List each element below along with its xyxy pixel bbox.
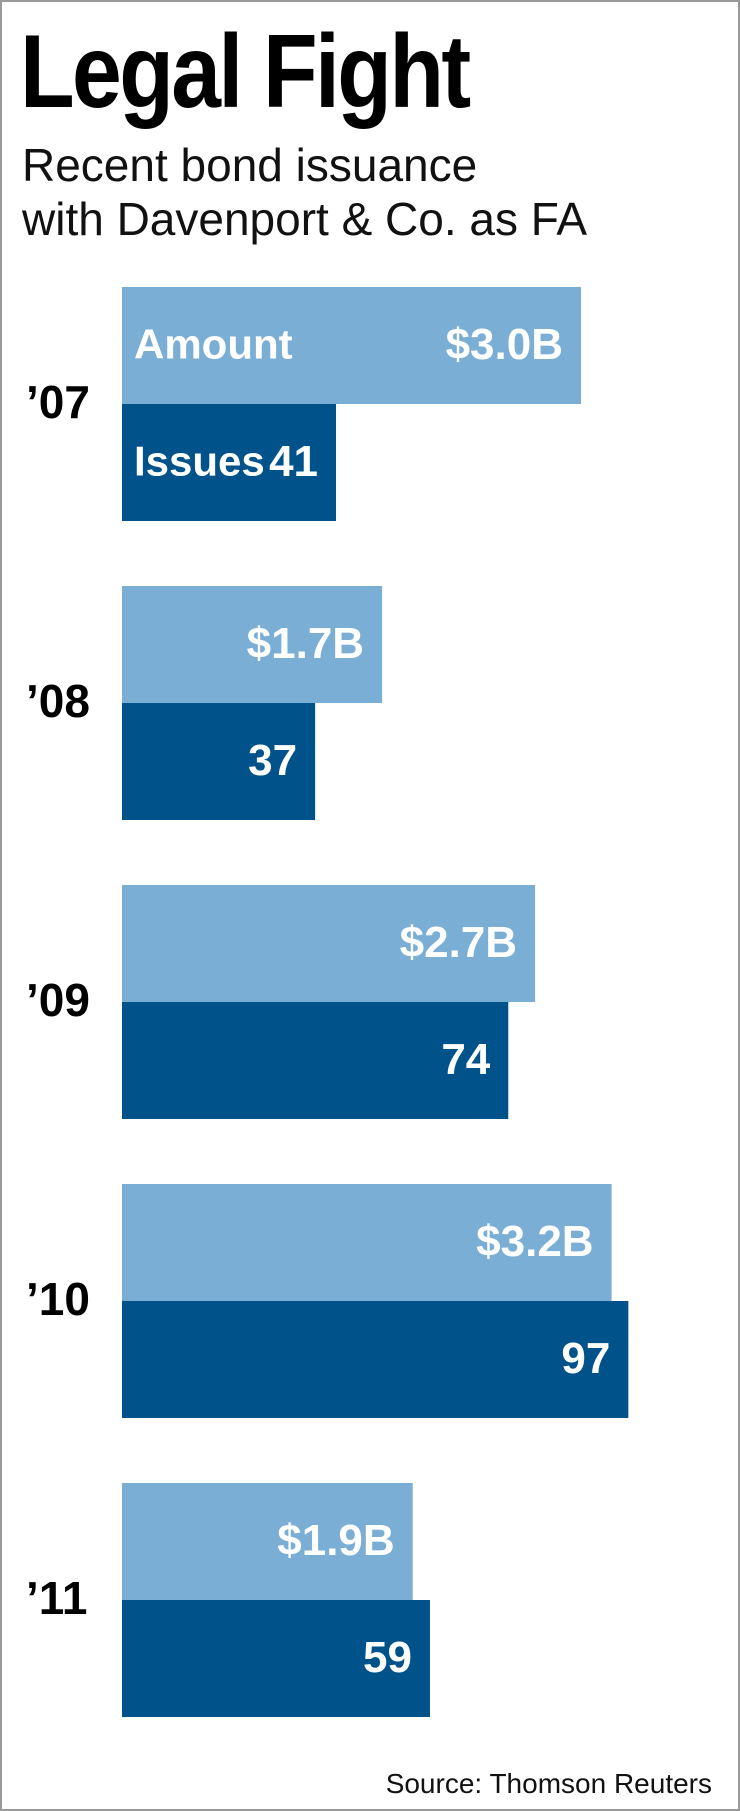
amount-bar <box>122 885 536 1002</box>
issues-value-label: 37 <box>248 736 297 785</box>
year-label: ’09 <box>26 974 90 1026</box>
amount-value-label: $3.2B <box>476 1217 593 1266</box>
amount-value-label: $3.0B <box>446 320 563 369</box>
issues-value-label: 41 <box>269 437 318 486</box>
year-label: ’08 <box>26 675 90 727</box>
year-label: ’07 <box>26 376 90 428</box>
issues-bar <box>122 703 316 820</box>
issues-bar <box>122 1002 509 1119</box>
issues-bar <box>122 1301 629 1418</box>
issues-legend-label: Issues <box>134 438 265 485</box>
issues-value-label: 97 <box>561 1334 610 1383</box>
amount-bar <box>122 1483 413 1600</box>
issues-value-label: 74 <box>441 1035 490 1084</box>
year-label: ’11 <box>26 1572 87 1624</box>
source-note: Source: Thomson Reuters <box>385 1768 712 1799</box>
subtitle-line-1: Recent bond issuance <box>22 139 478 191</box>
amount-legend-label: Amount <box>134 321 293 368</box>
issues-bar <box>122 1600 430 1717</box>
subtitle-line-2: with Davenport & Co. as FA <box>22 193 588 245</box>
chart-title: Legal Fight <box>20 14 471 130</box>
amount-bar <box>122 586 383 703</box>
year-label: ’10 <box>26 1273 90 1325</box>
amount-value-label: $1.7B <box>247 619 364 668</box>
issues-bar <box>122 404 337 521</box>
amount-value-label: $1.9B <box>277 1516 394 1565</box>
amount-bar <box>122 287 581 404</box>
amount-value-label: $2.7B <box>400 918 517 967</box>
chart-subtitle: Recent bond issuance with Davenport & Co… <box>22 138 587 246</box>
amount-bar <box>122 1184 612 1301</box>
issues-value-label: 59 <box>363 1633 412 1682</box>
